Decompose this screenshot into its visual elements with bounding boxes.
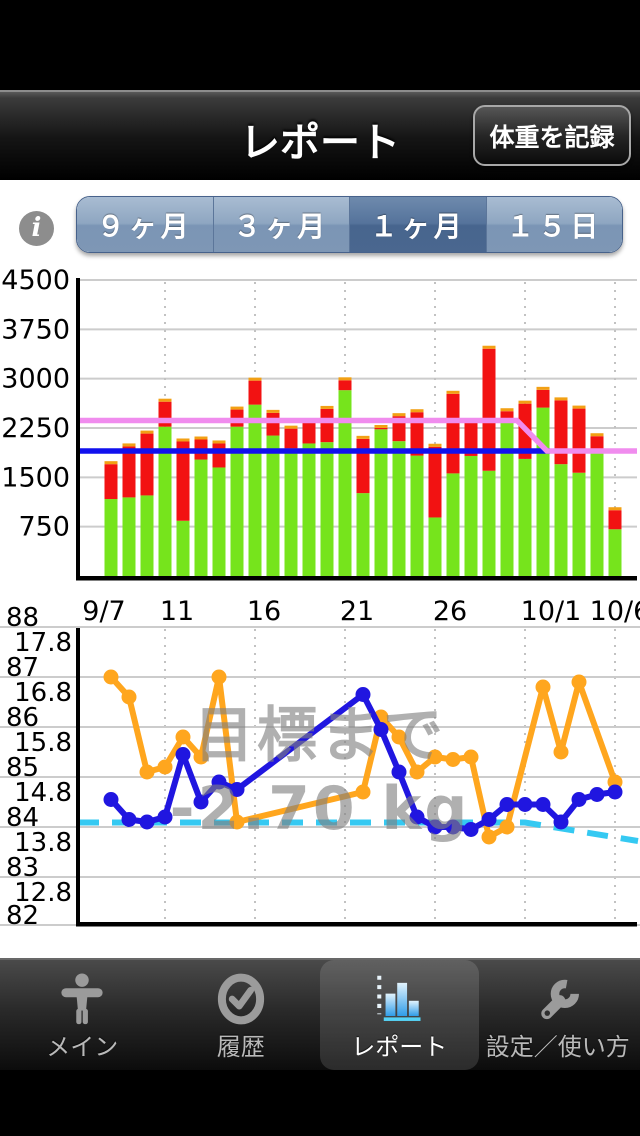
- segment-3m[interactable]: ３ヶ月: [213, 197, 350, 252]
- tab-main[interactable]: メイン: [3, 960, 162, 1070]
- segment-9m[interactable]: ９ヶ月: [77, 197, 214, 252]
- tab-label: メイン: [46, 1033, 119, 1061]
- segment-1m[interactable]: １ヶ月: [350, 197, 487, 252]
- tab-history[interactable]: 履歴: [162, 960, 321, 1070]
- tab-label: 設定／使い方: [485, 1033, 630, 1061]
- person-icon: [60, 969, 104, 1025]
- nav-bar: レポート 体重を記録: [0, 90, 640, 180]
- page-title: レポート: [240, 120, 400, 166]
- record-weight-button[interactable]: 体重を記録: [473, 105, 631, 166]
- clock-icon: [217, 969, 265, 1025]
- info-button[interactable]: i: [19, 211, 54, 246]
- segment-15d[interactable]: １５日: [486, 197, 622, 252]
- tab-label: レポート: [351, 1033, 448, 1061]
- tab-settings[interactable]: 設定／使い方: [479, 960, 638, 1070]
- bar-chart-icon: [373, 969, 425, 1025]
- tab-report[interactable]: レポート: [320, 960, 479, 1070]
- tab-bar: メイン 履歴 レポート 設定／使い方: [0, 958, 640, 1070]
- report-content: i ９ヶ月 ３ヶ月 １ヶ月 １５日: [0, 180, 640, 958]
- status-bar: [0, 0, 640, 90]
- tab-label: 履歴: [216, 1033, 265, 1061]
- period-segmented-control: ９ヶ月 ３ヶ月 １ヶ月 １５日: [76, 196, 623, 253]
- info-icon: i: [31, 213, 42, 243]
- wrench-icon: [534, 969, 582, 1025]
